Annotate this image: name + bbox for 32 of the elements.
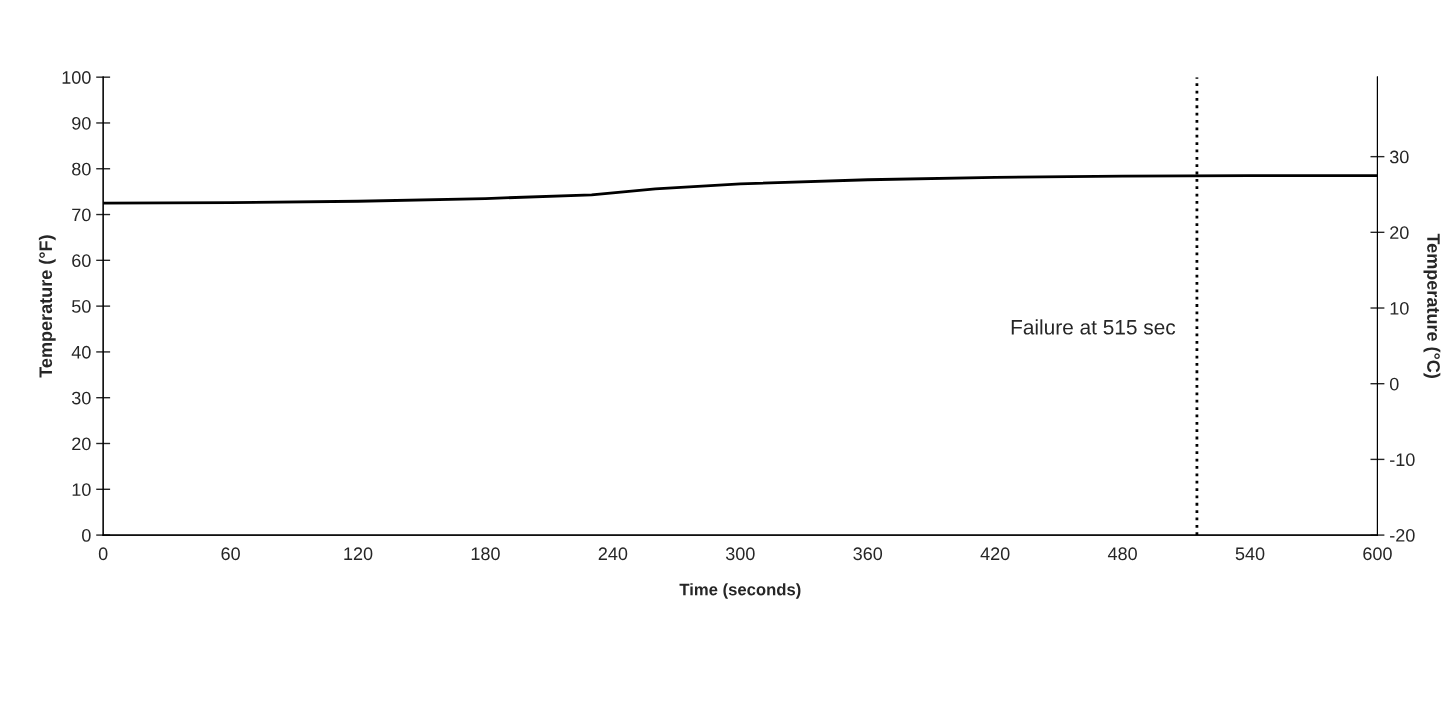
y-tick-label: 80 (72, 162, 91, 176)
x-tick-label: 60 (221, 547, 240, 561)
y-tick-label: 100 (62, 71, 91, 84)
y2-tick-label: 10 (1390, 301, 1409, 315)
y-tick-label: 50 (72, 300, 91, 313)
x-tick-label: 420 (980, 547, 1010, 561)
y2-axis-title: Temperature (°C) (1423, 233, 1441, 378)
y-axis-title: Temperature (°F) (38, 235, 56, 378)
x-tick-label: 300 (725, 547, 755, 561)
y2-tick-label: 0 (1389, 377, 1399, 391)
y-tick-label: 40 (71, 345, 91, 359)
x-tick-label: 480 (1107, 547, 1137, 561)
ref-line-label: Failure at 515 sec (1011, 319, 1176, 335)
x-tick-label: 0 (98, 547, 108, 561)
y2-tick-label: 30 (1389, 150, 1409, 164)
y2-tick-label: 20 (1390, 226, 1409, 240)
x-tick-label: 540 (1235, 547, 1265, 561)
x-axis-title: Time (seconds) (679, 583, 801, 599)
y-tick-label: 30 (71, 391, 91, 405)
x-tick-label: 120 (344, 547, 373, 561)
y2-tick-label: -10 (1390, 453, 1415, 467)
y-tick-label: 90 (72, 116, 91, 130)
y-tick-label: 60 (72, 254, 91, 268)
x-tick-label: 180 (471, 547, 500, 561)
y-tick-label: 10 (72, 483, 91, 497)
y-tick-label: 20 (72, 437, 91, 451)
x-tick-label: 600 (1363, 547, 1392, 561)
x-tick-label: 240 (598, 547, 628, 561)
y-tick-label: 0 (82, 529, 91, 542)
x-tick-label: 360 (853, 547, 883, 561)
y2-tick-label: -20 (1390, 529, 1415, 542)
y-tick-label: 70 (72, 208, 91, 222)
